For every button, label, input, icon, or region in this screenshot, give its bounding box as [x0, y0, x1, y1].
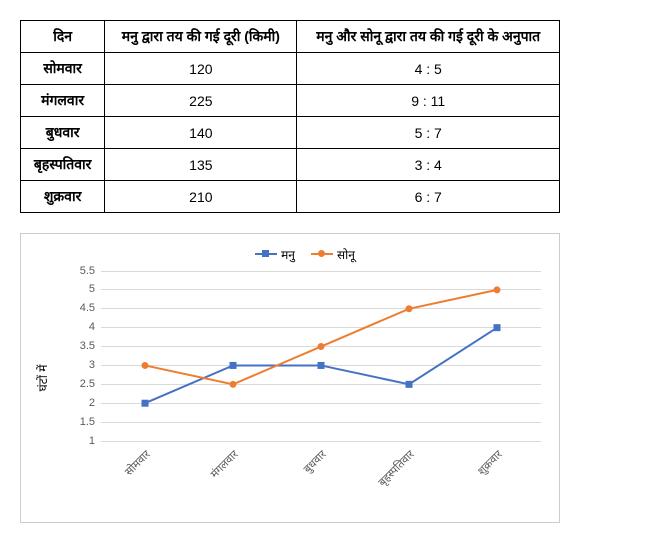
y-tick-label: 4 — [89, 321, 101, 333]
table-cell: 5 : 7 — [297, 117, 560, 149]
table-cell: मंगलवार — [21, 85, 105, 117]
table-row: बुधवार1405 : 7 — [21, 117, 560, 149]
square-marker-icon — [255, 253, 277, 255]
data-table: दिन मनु द्वारा तय की गई दूरी (किमी) मनु … — [20, 20, 560, 213]
y-axis-label: घंटों में — [34, 365, 51, 392]
table-cell: सोमवार — [21, 53, 105, 85]
square-marker-icon — [494, 324, 501, 331]
col-header-distance: मनु द्वारा तय की गई दूरी (किमी) — [105, 21, 297, 53]
legend-label: सोनू — [337, 246, 355, 263]
y-tick-label: 1 — [89, 435, 101, 447]
y-tick-label: 3.5 — [80, 340, 101, 352]
table-cell: 210 — [105, 181, 297, 213]
y-tick-label: 1.5 — [80, 416, 101, 428]
col-header-ratio: मनु और सोनू द्वारा तय की गई दूरी के अनुप… — [297, 21, 560, 53]
x-tick-label: बृहस्पतिवार — [358, 447, 418, 507]
table-cell: बृहस्पतिवार — [21, 149, 105, 181]
table-cell: 120 — [105, 53, 297, 85]
table-row: बृहस्पतिवार1353 : 4 — [21, 149, 560, 181]
circle-marker-icon — [230, 380, 237, 387]
table-row: शुक्रवार2106 : 7 — [21, 181, 560, 213]
legend-item: मनु — [255, 246, 295, 263]
line-chart: मनुसोनू घंटों में 11.522.533.544.555.5 स… — [20, 233, 560, 523]
table-cell: बुधवार — [21, 117, 105, 149]
square-marker-icon — [230, 361, 237, 368]
circle-marker-icon — [318, 343, 325, 350]
y-tick-label: 3 — [89, 359, 101, 371]
y-tick-label: 2 — [89, 397, 101, 409]
x-tick-label: मंगलवार — [182, 447, 242, 507]
table-cell: 225 — [105, 85, 297, 117]
plot-area: 11.522.533.544.555.5 — [101, 271, 541, 441]
table-cell: 135 — [105, 149, 297, 181]
series-line — [145, 289, 497, 383]
square-marker-icon — [406, 380, 413, 387]
y-tick-label: 2.5 — [80, 378, 101, 390]
table-cell: 140 — [105, 117, 297, 149]
table-cell: 6 : 7 — [297, 181, 560, 213]
square-marker-icon — [142, 399, 149, 406]
table-cell: 9 : 11 — [297, 85, 560, 117]
y-tick-label: 5 — [89, 283, 101, 295]
table-header-row: दिन मनु द्वारा तय की गई दूरी (किमी) मनु … — [21, 21, 560, 53]
col-header-day: दिन — [21, 21, 105, 53]
circle-marker-icon — [406, 305, 413, 312]
circle-marker-icon — [311, 253, 333, 255]
table-cell: 3 : 4 — [297, 149, 560, 181]
table-cell: 4 : 5 — [297, 53, 560, 85]
legend-item: सोनू — [311, 246, 355, 263]
x-tick-label: शुक्रवार — [446, 447, 506, 507]
x-tick-label: सोमवार — [94, 447, 154, 507]
legend-label: मनु — [281, 246, 295, 263]
series-svg — [101, 271, 541, 441]
x-tick-label: बुधवार — [270, 447, 330, 507]
x-axis-labels: सोमवारमंगलवारबुधवारबृहस्पतिवारशुक्रवार — [101, 441, 541, 511]
square-marker-icon — [318, 361, 325, 368]
table-cell: शुक्रवार — [21, 181, 105, 213]
table-row: सोमवार1204 : 5 — [21, 53, 560, 85]
circle-marker-icon — [494, 286, 501, 293]
y-tick-label: 5.5 — [80, 265, 101, 277]
y-tick-label: 4.5 — [80, 302, 101, 314]
table-row: मंगलवार2259 : 11 — [21, 85, 560, 117]
circle-marker-icon — [142, 361, 149, 368]
chart-legend: मनु सोनू — [71, 244, 539, 263]
